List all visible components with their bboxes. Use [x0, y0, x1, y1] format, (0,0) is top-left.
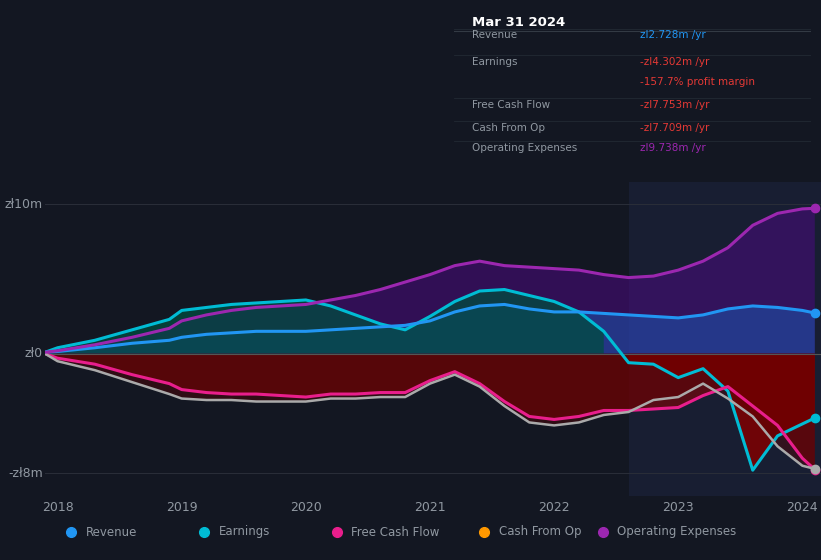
Text: Earnings: Earnings	[218, 525, 270, 539]
Text: Mar 31 2024: Mar 31 2024	[472, 16, 565, 29]
Text: Free Cash Flow: Free Cash Flow	[472, 100, 550, 110]
Text: zł10m: zł10m	[5, 198, 43, 211]
Bar	[629, 182, 821, 496]
Text: -zl7.709m /yr: -zl7.709m /yr	[640, 123, 709, 133]
Text: Revenue: Revenue	[85, 525, 137, 539]
Text: -157.7% profit margin: -157.7% profit margin	[640, 77, 754, 87]
Text: -zł8m: -zł8m	[8, 466, 43, 480]
Text: -zl7.753m /yr: -zl7.753m /yr	[640, 100, 709, 110]
Text: zł0: zł0	[25, 347, 43, 360]
Text: zl2.728m /yr: zl2.728m /yr	[640, 30, 705, 40]
Text: Cash From Op: Cash From Op	[472, 123, 545, 133]
Text: Free Cash Flow: Free Cash Flow	[351, 525, 440, 539]
Text: zl9.738m /yr: zl9.738m /yr	[640, 143, 705, 153]
Text: Operating Expenses: Operating Expenses	[472, 143, 577, 153]
Text: Cash From Op: Cash From Op	[499, 525, 581, 539]
Text: Revenue: Revenue	[472, 30, 517, 40]
Text: Earnings: Earnings	[472, 57, 517, 67]
Text: Operating Expenses: Operating Expenses	[617, 525, 736, 539]
Text: -zl4.302m /yr: -zl4.302m /yr	[640, 57, 709, 67]
